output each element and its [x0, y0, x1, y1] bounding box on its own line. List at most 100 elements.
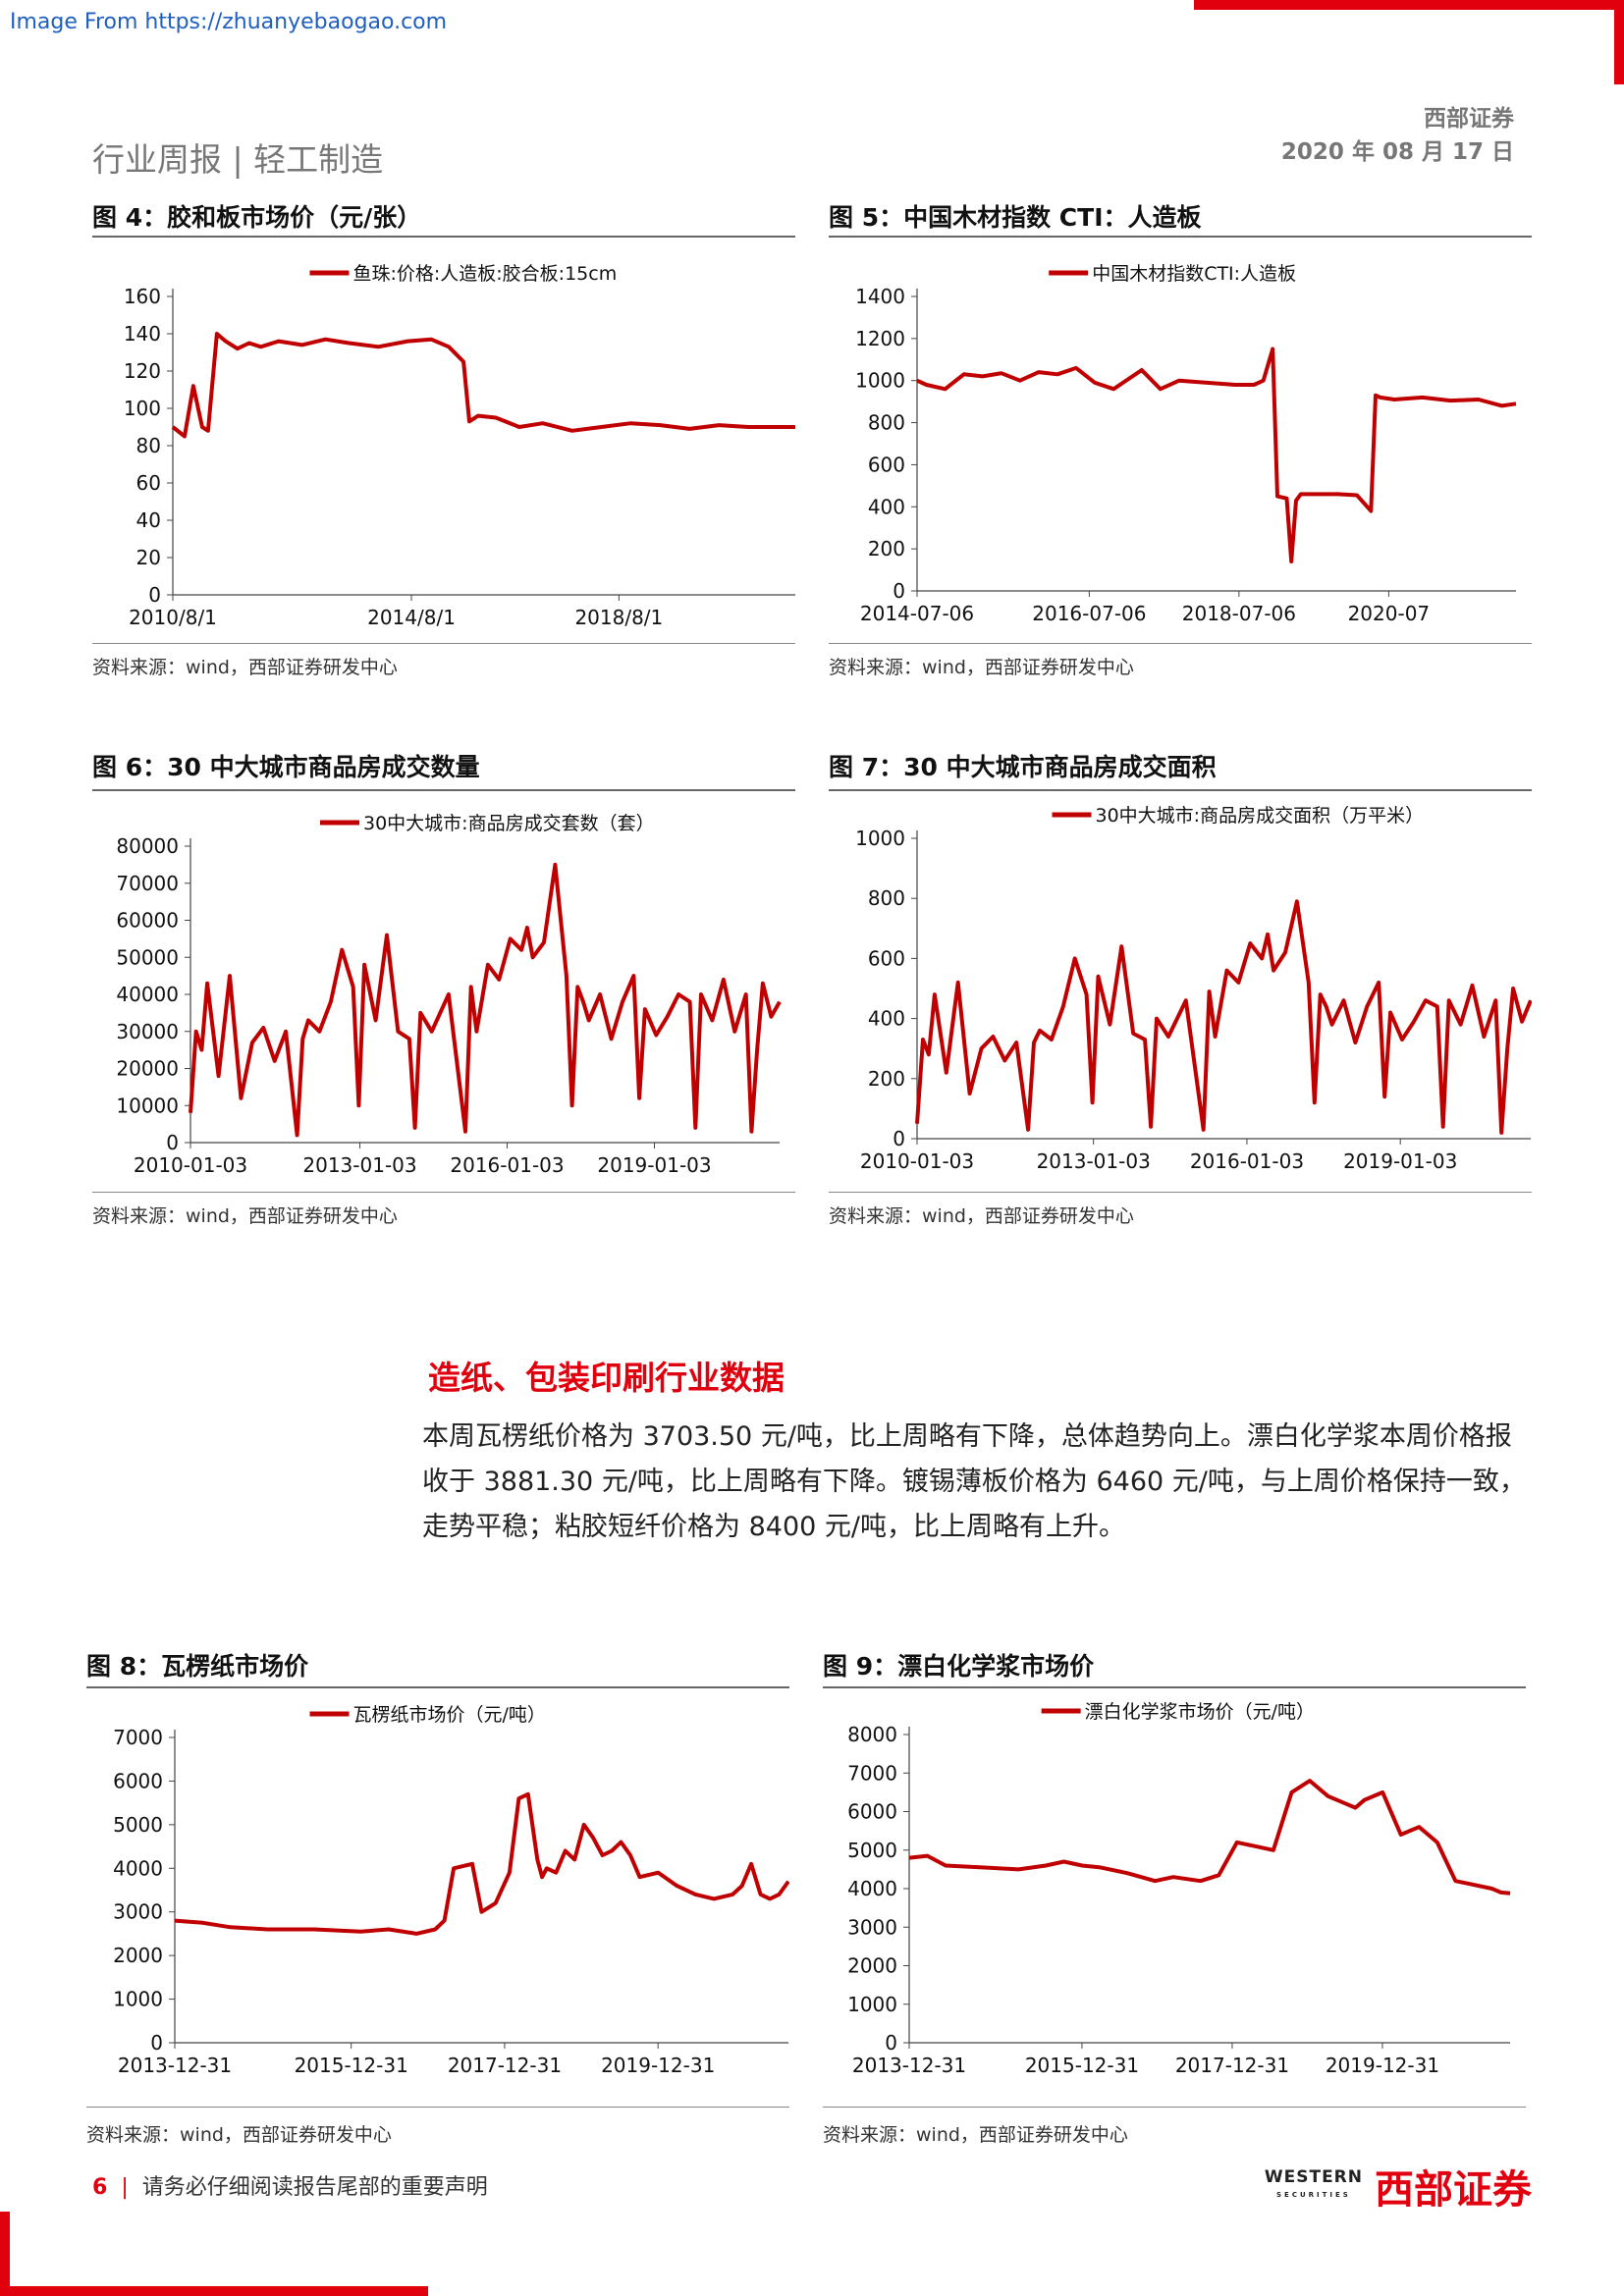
series-line — [174, 1791, 789, 1936]
fig7-chart: 0 200 400 600 800 1000 2010-01-03 2013-01-03 201… — [855, 805, 1532, 1173]
y-tick-label: 1000 — [113, 1988, 163, 2011]
paragraph-line: 走势平稳；粘胶短纤价格为 8400 元/吨，比上周略有上升。 — [422, 1512, 1125, 1542]
fig9-source: 资料来源：wind，西部证券研发中心 — [823, 2124, 1128, 2146]
y-tick-label: 8000 — [847, 1723, 897, 1746]
x-tick-label: 2016-01-03 — [450, 1153, 564, 1177]
y-tick-label: 40 — [136, 508, 161, 532]
x-tick-label: 2016-01-03 — [1190, 1149, 1304, 1173]
bottom-accent-side — [0, 2212, 10, 2296]
x-tick-label: 2016-07-06 — [1032, 602, 1146, 625]
fig4-title: 图 4：胶和板市场价（元/张） — [92, 203, 422, 232]
fig4-top-rule — [92, 236, 795, 238]
report-meta: 西部证券 2020 年 08 月 17 日 — [1281, 102, 1514, 169]
y-tick-label: 4000 — [113, 1856, 163, 1880]
y-tick-label: 60 — [136, 471, 161, 495]
y-tick-label: 140 — [124, 322, 161, 346]
source-watermark: Image From https://zhuanyebaogao.com — [10, 10, 448, 34]
y-tick-label: 800 — [868, 886, 905, 910]
section-paragraph: 本周瓦楞纸价格为 3703.50 元/吨，比上周略有下降，总体趋势向上。漂白化学… — [422, 1415, 1532, 1550]
legend-label: 瓦楞纸市场价（元/吨） — [353, 1704, 546, 1726]
legend-label: 30中大城市:商品房成交面积（万平米） — [1096, 805, 1425, 827]
footer: 6 | 请务必仔细阅读报告尾部的重要声明 — [92, 2169, 488, 2201]
fig6-top-rule — [92, 789, 795, 791]
y-tick-label: 6000 — [847, 1800, 897, 1824]
company-logo: WESTERN SECURITIES 西部证券 — [1265, 2158, 1532, 2215]
y-tick-label: 20 — [136, 546, 161, 569]
fig6-title: 图 6：30 中大城市商品房成交数量 — [92, 753, 480, 781]
y-tick-label: 0 — [150, 2031, 163, 2055]
x-tick-label: 2013-01-03 — [302, 1153, 416, 1177]
y-tick-label: 3000 — [113, 1900, 163, 1924]
report-date: 2020 年 08 月 17 日 — [1280, 139, 1514, 165]
y-tick-label: 80 — [136, 434, 161, 457]
y-tick-label: 160 — [124, 285, 161, 308]
footer-disclaimer: 请务必仔细阅读报告尾部的重要声明 — [141, 2175, 488, 2200]
y-tick-label: 1200 — [855, 327, 905, 350]
x-tick-label: 2018/8/1 — [574, 606, 663, 629]
x-tick-label: 2014/8/1 — [367, 606, 456, 629]
legend-label: 中国木材指数CTI:人造板 — [1092, 263, 1296, 285]
fig8-top-rule — [86, 1686, 789, 1688]
paragraph-line: 收于 3881.30 元/吨，比上周略有下降。镀锡薄板价格为 6460 元/吨，… — [422, 1467, 1526, 1497]
fig8-bottom-rule — [86, 2107, 789, 2108]
fig5-source: 资料来源：wind，西部证券研发中心 — [829, 657, 1134, 678]
fig8-chart: 0 1000 2000 3000 4000 5000 6000 7000 2013-12-31 2… — [113, 1704, 789, 2077]
y-tick-label: 1400 — [855, 285, 905, 308]
y-tick-label: 7000 — [847, 1761, 897, 1785]
y-tick-label: 10000 — [116, 1094, 179, 1117]
fig4-source: 资料来源：wind，西部证券研发中心 — [92, 657, 398, 678]
y-tick-label: 2000 — [113, 1944, 163, 1967]
x-tick-label: 2019-12-31 — [601, 2054, 715, 2077]
y-tick-label: 0 — [893, 1127, 905, 1150]
y-tick-label: 50000 — [116, 945, 179, 969]
x-tick-label: 2010-01-03 — [134, 1153, 247, 1177]
y-tick-label: 1000 — [855, 369, 905, 393]
x-tick-label: 2015-12-31 — [295, 2054, 408, 2077]
fig6-source: 资料来源：wind，西部证券研发中心 — [92, 1205, 398, 1227]
fig9-bottom-rule — [823, 2107, 1526, 2108]
x-tick-label: 2014-07-06 — [860, 602, 974, 625]
series-line — [908, 1779, 1511, 1896]
y-tick-label: 5000 — [847, 1839, 897, 1862]
y-tick-label: 1000 — [855, 827, 905, 850]
legend-label: 鱼珠:价格:人造板:胶合板:15cm — [352, 263, 617, 285]
fig5-bottom-rule — [829, 643, 1532, 644]
footer-separator: | — [121, 2175, 129, 2200]
fig5-chart: 0 200 400 600 800 1000 1200 1400 2014-07-06 2016-… — [855, 263, 1517, 625]
y-tick-label: 100 — [124, 397, 161, 420]
x-tick-label: 2015-12-31 — [1025, 2054, 1139, 2077]
y-tick-label: 7000 — [113, 1726, 163, 1749]
logo-english: WESTERN SECURITIES — [1265, 2168, 1363, 2204]
y-tick-label: 0 — [166, 1131, 179, 1154]
fig7-title: 图 7：30 中大城市商品房成交面积 — [829, 753, 1217, 781]
legend-label: 漂白化学浆市场价（元/吨） — [1085, 1701, 1315, 1723]
series-line — [189, 862, 782, 1138]
x-tick-label: 2010/8/1 — [129, 606, 217, 629]
y-tick-label: 30000 — [116, 1020, 179, 1043]
x-tick-label: 2013-01-03 — [1037, 1149, 1151, 1173]
y-tick-label: 600 — [868, 946, 905, 970]
fig4-bottom-rule — [92, 643, 795, 644]
logo-chinese: 西部证券 — [1375, 2166, 1532, 2213]
y-tick-label: 600 — [868, 453, 905, 476]
top-accent-side — [1614, 0, 1624, 84]
section-heading: 造纸、包装印刷行业数据 — [428, 1359, 785, 1397]
fig8-title: 图 8：瓦楞纸市场价 — [86, 1652, 309, 1681]
x-tick-label: 2020-07 — [1348, 602, 1431, 625]
x-tick-label: 2019-12-31 — [1326, 2054, 1439, 2077]
x-tick-label: 2017-12-31 — [1175, 2054, 1289, 2077]
fig8-source: 资料来源：wind，西部证券研发中心 — [86, 2124, 392, 2146]
fig7-bottom-rule — [829, 1192, 1532, 1193]
y-tick-label: 1000 — [847, 1993, 897, 2016]
x-tick-label: 2018-07-06 — [1182, 602, 1296, 625]
fig9-top-rule — [823, 1686, 1526, 1688]
fig5-top-rule — [829, 236, 1532, 238]
fig6-chart: 0 10000 20000 30000 40000 50000 60000 70000 8000… — [116, 813, 782, 1177]
x-tick-label: 2013-12-31 — [118, 2054, 232, 2077]
x-tick-label: 2013-12-31 — [852, 2054, 966, 2077]
fig7-source: 资料来源：wind，西部证券研发中心 — [829, 1205, 1134, 1227]
y-tick-label: 200 — [868, 537, 905, 561]
series-line — [171, 332, 795, 439]
series-line — [916, 347, 1517, 563]
y-tick-label: 400 — [868, 1007, 905, 1031]
